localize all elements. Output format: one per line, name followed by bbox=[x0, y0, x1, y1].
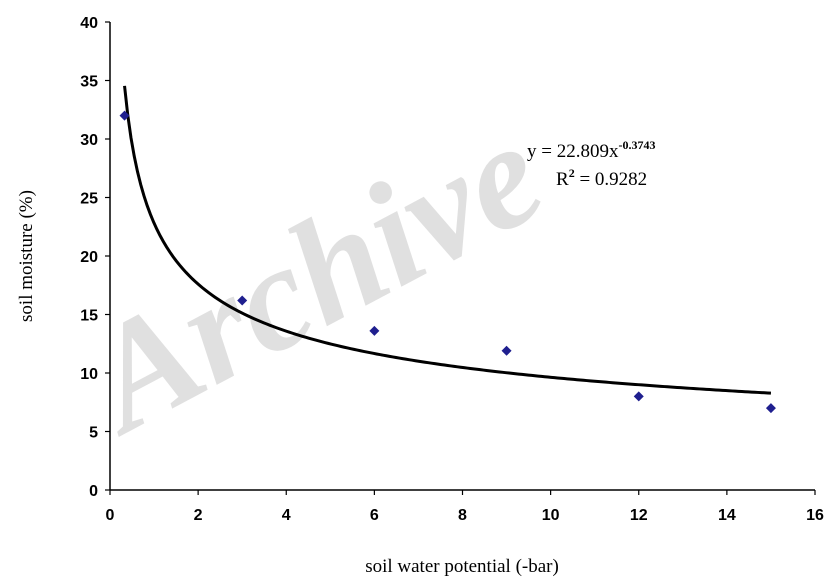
data-point bbox=[633, 391, 644, 402]
tick-labels: 0 2 4 6 8 10 12 14 16 0 5 10 15 20 25 30 35 40 bbox=[80, 15, 824, 524]
x-tick-label: 16 bbox=[806, 507, 824, 524]
data-point bbox=[119, 110, 130, 121]
x-tick-label: 10 bbox=[542, 507, 560, 524]
data-point bbox=[765, 403, 776, 414]
power-trendline bbox=[123, 85, 772, 395]
y-tick-label: 25 bbox=[80, 191, 98, 208]
trendline-group bbox=[123, 85, 772, 395]
y-axis-title: soil moisture (%) bbox=[16, 190, 37, 322]
x-tick-label: 12 bbox=[630, 507, 648, 524]
y-tick-label: 40 bbox=[80, 15, 98, 32]
x-tick-label: 6 bbox=[370, 507, 379, 524]
data-point bbox=[501, 345, 512, 356]
data-points bbox=[119, 110, 776, 414]
x-axis-title: soil water potential (-bar) bbox=[365, 556, 559, 577]
trendline-equation: y = 22.809x-0.3743 bbox=[527, 138, 655, 162]
x-tick-label: 8 bbox=[458, 507, 467, 524]
y-tick-label: 0 bbox=[89, 483, 98, 500]
y-tick-label: 35 bbox=[80, 74, 98, 91]
y-tick-label: 20 bbox=[80, 249, 98, 266]
x-tick-label: 0 bbox=[106, 507, 115, 524]
x-tick-label: 4 bbox=[282, 507, 291, 524]
axes bbox=[105, 21, 816, 495]
y-tick-label: 5 bbox=[89, 425, 98, 442]
x-tick-label: 2 bbox=[194, 507, 203, 524]
r-squared-label: R2 = 0.9282 bbox=[556, 166, 647, 190]
x-tick-label: 14 bbox=[718, 507, 736, 524]
data-point bbox=[237, 295, 248, 306]
y-tick-label: 30 bbox=[80, 132, 98, 149]
y-tick-label: 10 bbox=[80, 366, 98, 383]
data-point bbox=[369, 325, 380, 336]
y-tick-label: 15 bbox=[80, 308, 98, 325]
